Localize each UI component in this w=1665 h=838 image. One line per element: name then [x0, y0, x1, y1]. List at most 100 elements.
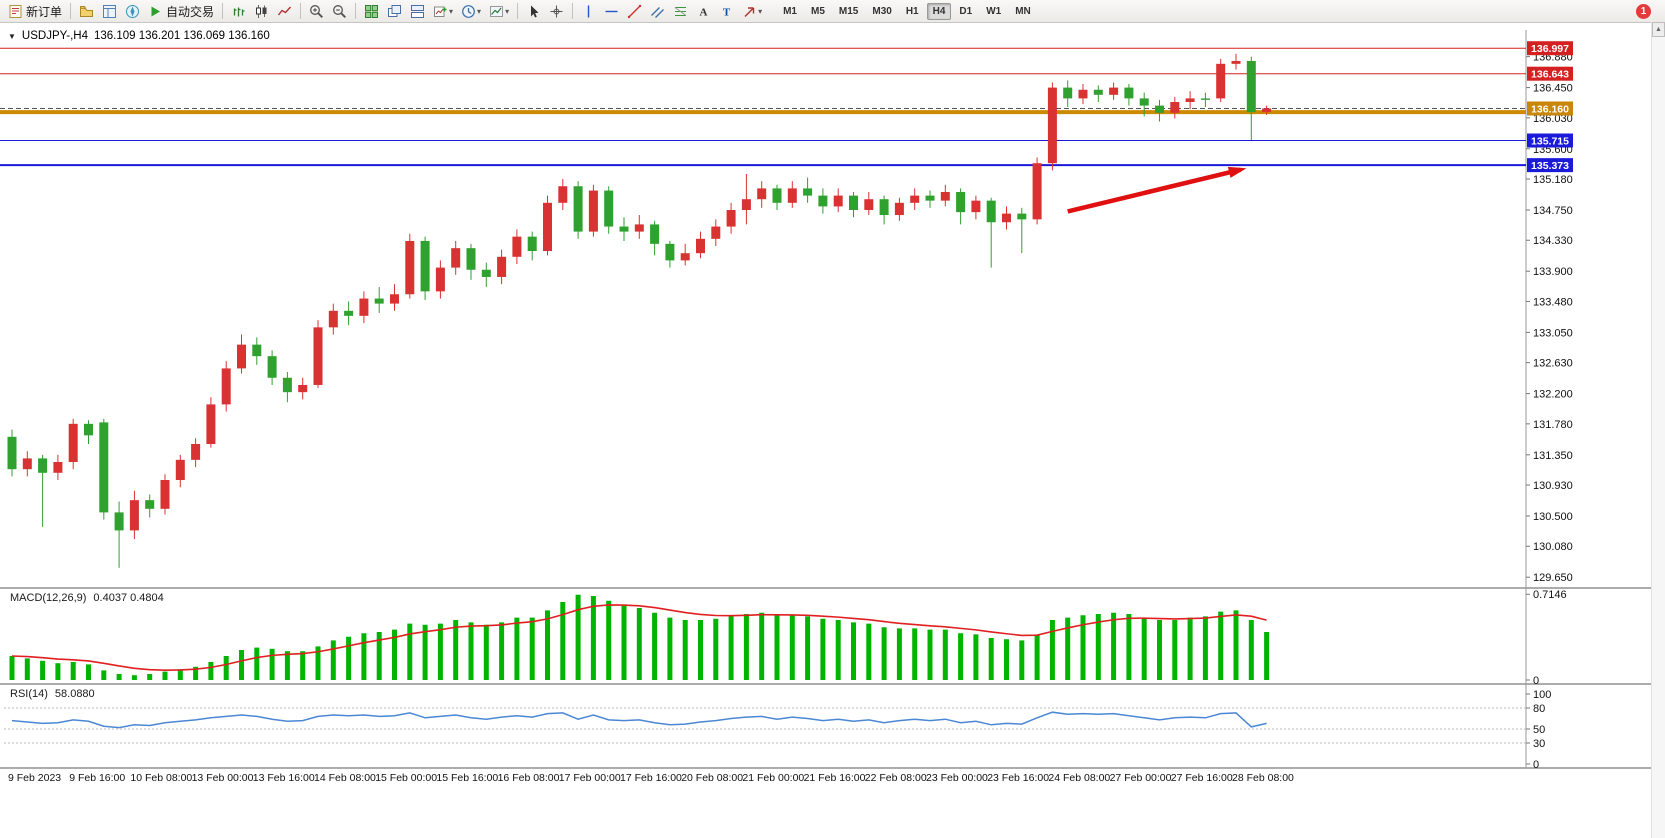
- candle-body: [38, 458, 48, 473]
- timeframe-m30-button[interactable]: M30: [872, 5, 892, 17]
- vertical-scrollbar[interactable]: ▲: [1651, 22, 1665, 838]
- timeframe-w1-button[interactable]: W1: [986, 5, 1002, 17]
- zoom-out-button[interactable]: [328, 0, 351, 22]
- rsi-name: RSI(14): [10, 688, 48, 700]
- fibo-icon: [673, 4, 688, 19]
- zoom-in-icon: [309, 4, 324, 19]
- timeframe-h4-button[interactable]: H4: [926, 2, 952, 20]
- candle-body: [1139, 98, 1149, 106]
- macd-tick-label: 0.7146: [1533, 589, 1567, 601]
- rsi-tick-label: 0: [1533, 759, 1539, 771]
- dropdown-caret-icon: ▾: [758, 6, 763, 16]
- price-tick-label: 136.030: [1533, 113, 1573, 125]
- candle-body: [420, 240, 430, 292]
- navigator-button[interactable]: [121, 0, 144, 22]
- cursor-button[interactable]: [522, 0, 545, 22]
- chart-canvas[interactable]: 136.880136.450136.030135.600135.180134.7…: [0, 22, 1665, 838]
- price-tag: [1527, 41, 1573, 56]
- price-tick-label: 131.350: [1533, 450, 1573, 462]
- arrange-windows-button[interactable]: [406, 0, 429, 22]
- vline-icon: [581, 4, 596, 19]
- crosshair-button[interactable]: [545, 0, 568, 22]
- time-tick-label: 27 Feb 16:00: [1171, 772, 1233, 784]
- templates-button[interactable]: ▾: [485, 0, 513, 22]
- candle-body: [7, 436, 17, 470]
- candle-body: [282, 377, 292, 393]
- fibonacci-button[interactable]: [669, 0, 692, 22]
- macd-tick-label: 0: [1533, 675, 1539, 687]
- candle-body: [741, 199, 751, 210]
- time-tick-label: 17 Feb 16:00: [620, 772, 682, 784]
- horizontal-line-button[interactable]: [600, 0, 623, 22]
- svg-text:T: T: [723, 6, 731, 18]
- notification-badge[interactable]: 1: [1636, 3, 1651, 19]
- candle-body: [634, 224, 644, 232]
- candle-body: [175, 459, 185, 480]
- candle-body: [114, 512, 124, 531]
- bar-chart-button[interactable]: [227, 0, 250, 22]
- candle-body: [53, 462, 63, 473]
- candle-body: [252, 344, 262, 357]
- text-label-button[interactable]: T: [715, 0, 738, 22]
- candle-body: [481, 269, 491, 277]
- candle-body: [145, 500, 155, 509]
- price-tag-label: 136.160: [1531, 103, 1569, 115]
- market-watch-button[interactable]: [98, 0, 121, 22]
- candle-body: [527, 236, 537, 252]
- price-tag: [1527, 66, 1573, 81]
- zoom-in-button[interactable]: [305, 0, 328, 22]
- autotrading-button[interactable]: 自动交易: [144, 0, 218, 22]
- rsi-line: [11, 711, 1267, 729]
- macd-signal-line: [11, 604, 1267, 671]
- time-tick-label: 14 Feb 08:00: [314, 772, 376, 784]
- tile-icon: [364, 4, 379, 19]
- candle-body: [772, 188, 782, 203]
- line-chart-button[interactable]: [273, 0, 296, 22]
- chart-title: ▼ USDJPY-,H4 136.109 136.201 136.069 136…: [8, 30, 270, 42]
- textT-icon: T: [719, 4, 734, 19]
- toolbar-separator: [300, 3, 302, 19]
- price-tick-label: 134.330: [1533, 235, 1573, 247]
- timeframe-mn-button[interactable]: MN: [1015, 5, 1031, 17]
- trendline-button[interactable]: [623, 0, 646, 22]
- candle-body: [803, 188, 813, 196]
- timeframe-m1-button[interactable]: M1: [783, 5, 797, 17]
- time-tick-label: 24 Feb 08:00: [1048, 772, 1110, 784]
- profiles-button[interactable]: [75, 0, 98, 22]
- periods-button[interactable]: ▾: [457, 0, 485, 22]
- price-tick-label: 131.780: [1533, 419, 1573, 431]
- candle-body: [986, 200, 996, 223]
- channel-button[interactable]: [646, 0, 669, 22]
- candle-body: [849, 195, 858, 210]
- chart-ohlc: 136.109 136.201 136.069 136.160: [93, 30, 270, 42]
- timeframe-m15-button[interactable]: M15: [838, 5, 859, 17]
- candle-body: [1002, 213, 1011, 223]
- candle-body: [206, 404, 216, 444]
- scroll-up-icon[interactable]: ▲: [1652, 22, 1665, 37]
- tile-windows-button[interactable]: [360, 0, 383, 22]
- candle-body: [925, 195, 935, 201]
- cursor-icon: [526, 4, 541, 19]
- trend-arrow[interactable]: [1067, 166, 1247, 214]
- cascade-windows-button[interactable]: [383, 0, 406, 22]
- candle-body: [757, 188, 767, 200]
- rsi-tick-label: 100: [1533, 689, 1551, 701]
- candle-body: [160, 480, 170, 509]
- rsi-tick-label: 30: [1533, 738, 1545, 750]
- timeframe-d1-button[interactable]: D1: [959, 5, 973, 17]
- arrows-button[interactable]: ▾: [738, 0, 766, 22]
- candle-body: [237, 344, 246, 369]
- candle-body: [971, 200, 981, 213]
- macd-values: 0.4037 0.4804: [93, 592, 164, 604]
- svg-text:A: A: [700, 6, 708, 18]
- new-chart-button[interactable]: ▾: [429, 0, 457, 22]
- time-tick-label: 21 Feb 16:00: [804, 772, 866, 784]
- vertical-line-button[interactable]: [577, 0, 600, 22]
- new-order-button[interactable]: 新订单: [4, 0, 66, 22]
- candlestick-chart-button[interactable]: [250, 0, 273, 22]
- text-button[interactable]: A: [692, 0, 715, 22]
- collapse-triangle-icon[interactable]: ▼: [8, 31, 16, 41]
- timeframe-h1-button[interactable]: H1: [905, 5, 919, 17]
- timeframe-m5-button[interactable]: M5: [811, 5, 825, 17]
- candle-body: [298, 384, 308, 393]
